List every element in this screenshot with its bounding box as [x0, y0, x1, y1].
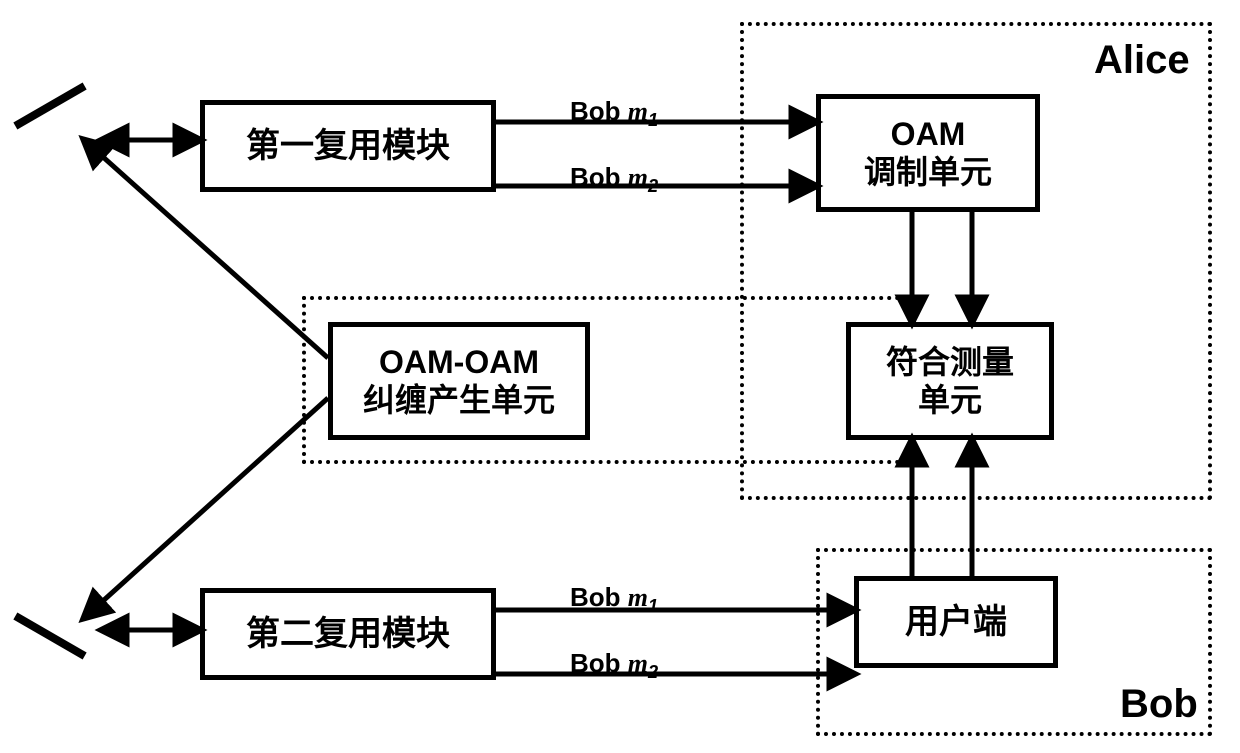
box-line: 单元 — [918, 381, 982, 419]
box-line: OAM-OAM — [379, 343, 539, 381]
box-line: 第二复用模块 — [246, 614, 450, 655]
box-line: 调制单元 — [864, 153, 992, 191]
box-mux2: 第二复用模块 — [200, 588, 496, 680]
region-alice-label: Alice — [1094, 38, 1190, 83]
box-oammod: OAM调制单元 — [816, 94, 1040, 212]
region-bob-label: Bob — [1120, 682, 1198, 727]
box-client: 用户端 — [854, 576, 1058, 668]
box-source: OAM-OAM纠缠产生单元 — [328, 322, 590, 440]
edge-label-bob-m1-top: Bob m1 — [570, 96, 658, 131]
box-line: 用户端 — [905, 602, 1007, 643]
box-line: 第一复用模块 — [246, 126, 450, 167]
mirror-icon — [15, 616, 84, 656]
box-line: 纠缠产生单元 — [363, 381, 555, 419]
mirror-icon — [15, 86, 84, 126]
source-to-mirror-bot — [84, 398, 328, 618]
box-line: 符合测量 — [886, 343, 1014, 381]
edge-label-bob-m2-top: Bob m2 — [570, 162, 658, 197]
box-mux1: 第一复用模块 — [200, 100, 496, 192]
box-line: OAM — [891, 115, 966, 153]
box-coinc: 符合测量单元 — [846, 322, 1054, 440]
edge-label-bob-m1-bot: Bob m1 — [570, 582, 658, 617]
edge-label-bob-m2-bot: Bob m2 — [570, 648, 658, 683]
